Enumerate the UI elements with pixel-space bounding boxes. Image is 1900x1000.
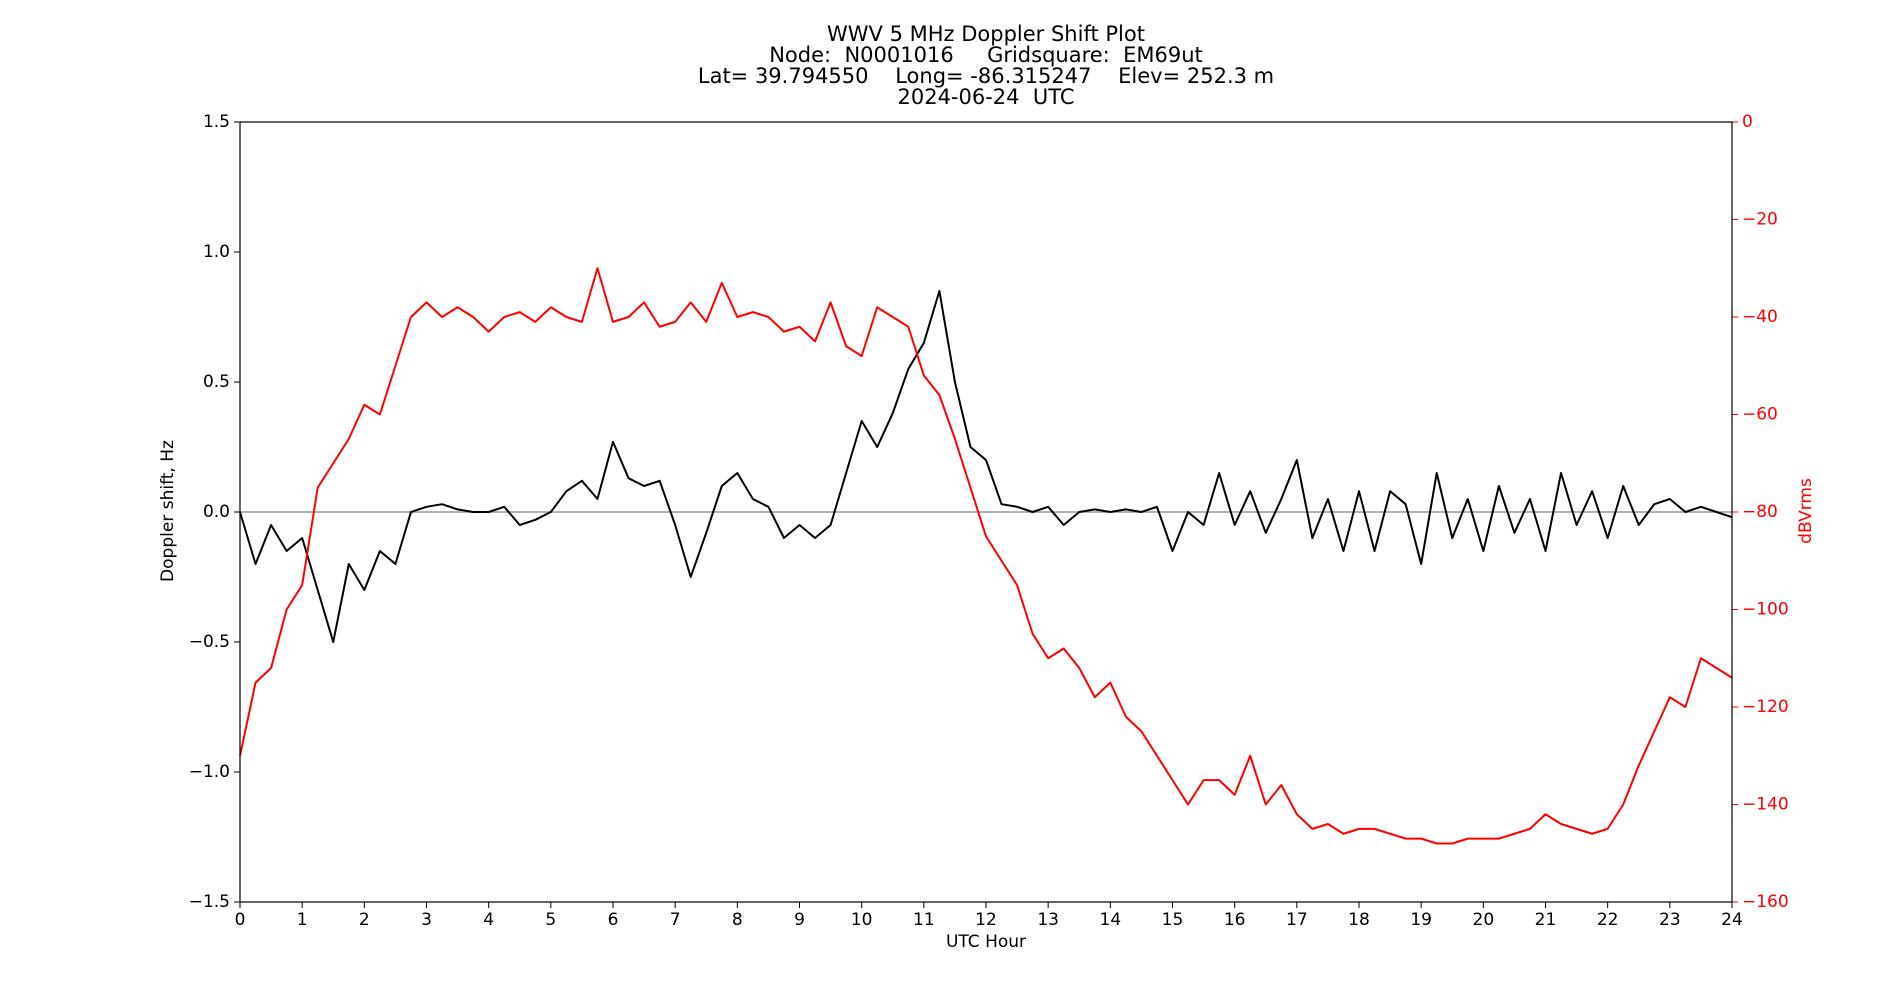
x-tick-label: 23 — [1659, 910, 1681, 930]
series-line — [239, 267, 1733, 845]
y2-tick-label: −160 — [1742, 892, 1789, 912]
y2-tick-label: −80 — [1742, 502, 1778, 522]
series-line — [239, 290, 1733, 643]
x-tick-label: 13 — [1037, 910, 1059, 930]
y-tick-label: −1.0 — [189, 762, 230, 782]
y2-tick-label: −60 — [1742, 405, 1778, 425]
y-tick-label: 0.5 — [203, 372, 230, 392]
y2-tick-label: −20 — [1742, 210, 1778, 230]
y-tick-label: 0.0 — [203, 502, 230, 522]
plot-frame — [239, 121, 1733, 903]
x-axis-label: UTC Hour — [946, 932, 1026, 952]
y2-tick-label: 0 — [1742, 112, 1753, 132]
y2-axis-label: dBVrms — [1796, 478, 1816, 544]
x-tick-label: 18 — [1348, 910, 1370, 930]
chart-title: Lat= 39.794550 Long= -86.315247 Elev= 25… — [698, 64, 1274, 88]
x-tick-label: 3 — [421, 910, 432, 930]
x-tick-label: 1 — [297, 910, 308, 930]
x-tick-label: 15 — [1162, 910, 1184, 930]
x-tick-label: 10 — [851, 910, 873, 930]
x-tick-label: 14 — [1100, 910, 1122, 930]
chart-title: Node: N0001016 Gridsquare: EM69ut — [769, 43, 1203, 67]
y-tick-label: 1.0 — [203, 242, 230, 262]
x-tick-label: 8 — [732, 910, 743, 930]
x-tick-label: 19 — [1410, 910, 1432, 930]
x-tick-label: 24 — [1721, 910, 1743, 930]
y2-tick-label: −100 — [1742, 600, 1789, 620]
y-tick-label: −0.5 — [189, 632, 230, 652]
x-tick-label: 17 — [1286, 910, 1308, 930]
y2-tick-label: −120 — [1742, 697, 1789, 717]
x-tick-label: 0 — [235, 910, 246, 930]
x-tick-label: 22 — [1597, 910, 1619, 930]
x-tick-label: 11 — [913, 910, 935, 930]
x-tick-label: 21 — [1535, 910, 1557, 930]
y2-tick-label: −140 — [1742, 795, 1789, 815]
x-tick-label: 6 — [608, 910, 619, 930]
chart-title: 2024-06-24 UTC — [897, 85, 1074, 109]
chart-title: WWV 5 MHz Doppler Shift Plot — [827, 22, 1145, 46]
x-tick-label: 12 — [975, 910, 997, 930]
x-tick-label: 16 — [1224, 910, 1246, 930]
y2-tick-label: −40 — [1742, 307, 1778, 327]
y-axis-label: Doppler shift, Hz — [158, 440, 178, 582]
y-tick-label: −1.5 — [189, 892, 230, 912]
y-tick-label: 1.5 — [203, 112, 230, 132]
x-tick-label: 5 — [545, 910, 556, 930]
x-tick-label: 20 — [1473, 910, 1495, 930]
x-tick-label: 9 — [794, 910, 805, 930]
x-tick-label: 2 — [359, 910, 370, 930]
x-tick-label: 7 — [670, 910, 681, 930]
x-tick-label: 4 — [483, 910, 494, 930]
